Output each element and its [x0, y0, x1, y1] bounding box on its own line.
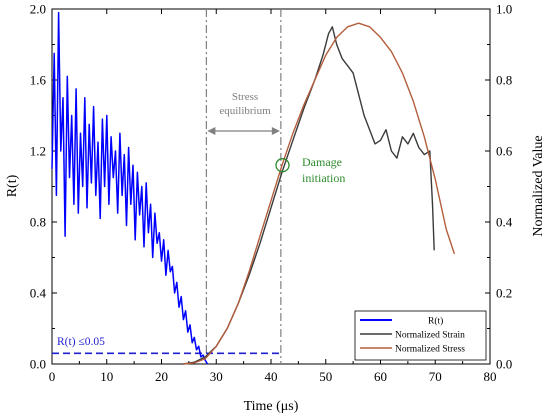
equilibrium-arrow-left-head: [207, 127, 216, 135]
annotations: Stress equilibrium Damage initiation R(t…: [57, 91, 345, 348]
y-right-tick-label: 0.4: [496, 215, 513, 230]
y-right-axis-title: Normalized Value: [531, 135, 546, 236]
damage-initiation-marker: [275, 158, 290, 173]
legend-label-stress: Normalized Stress: [395, 345, 465, 355]
series-layer: [51, 11, 456, 365]
series-strain-line: [183, 26, 435, 365]
vertical-reference-lines: [52, 9, 282, 364]
y-right-tick-label: 0.8: [496, 73, 512, 88]
damage-label: Damage: [302, 155, 342, 169]
legend: R(t) Normalized Strain Normalized Stress: [354, 310, 487, 361]
y-left-tick-label: 0.4: [30, 286, 47, 301]
threshold-label: R(t) ≤0.05: [57, 336, 105, 348]
series-stress-line: [183, 22, 456, 365]
y-right-tick-label: 0.0: [496, 357, 512, 372]
x-tick-label: 60: [374, 369, 387, 384]
x-tick-label: 70: [429, 369, 442, 384]
x-tick-label: 0: [49, 369, 56, 384]
equilibrium-arrow-right-head: [271, 127, 280, 135]
x-tick-label: 10: [100, 369, 113, 384]
y-left-tick-label: 1.6: [30, 73, 47, 88]
y-left-tick-label: 2.0: [30, 2, 46, 17]
y-right-tick-label: 0.2: [496, 286, 512, 301]
initiation-label: initiation: [302, 171, 345, 185]
y-left-axis-title: R(t): [5, 174, 20, 197]
ticks: 0 10 20 30 40 50 60 70 800.00.40.81.21.62.00.00.…: [30, 2, 513, 385]
y-left-tick-label: 0.8: [30, 215, 46, 230]
x-tick-label: 30: [210, 369, 223, 384]
legend-label-rt: R(t): [428, 316, 443, 327]
x-axis-title: Time (μs): [244, 399, 299, 414]
series-rt-line: [51, 11, 209, 365]
equilibrium-label: equilibrium: [219, 105, 271, 117]
x-tick-label: 80: [484, 369, 497, 384]
y-left-tick-label: 0.0: [30, 357, 46, 372]
x-tick-label: 20: [155, 369, 168, 384]
y-right-tick-label: 0.6: [496, 144, 513, 159]
axis-titles: Time (μs) R(t) Normalized Value: [5, 135, 546, 414]
stress-label: Stress: [232, 91, 258, 103]
x-tick-label: 50: [319, 369, 332, 384]
legend-label-strain: Normalized Strain: [395, 331, 465, 341]
y-right-tick-label: 1.0: [496, 2, 512, 17]
y-left-tick-label: 1.2: [30, 144, 46, 159]
x-tick-label: 40: [265, 369, 278, 384]
